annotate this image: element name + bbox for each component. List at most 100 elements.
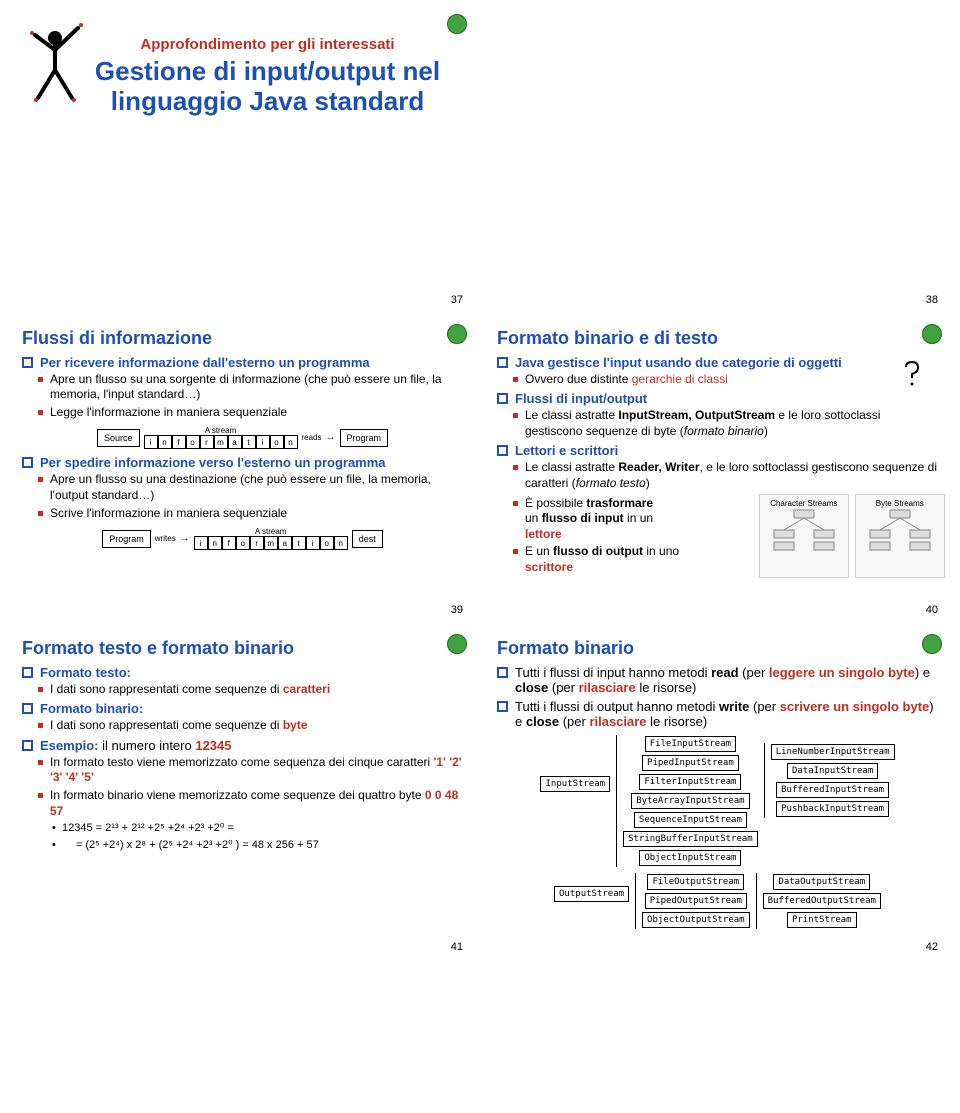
slide-38: 38 [485, 10, 950, 310]
class-box: BufferedInputStream [776, 782, 889, 798]
text: E un [525, 544, 553, 558]
green-dot-icon [447, 14, 467, 34]
letters-row: information [194, 536, 348, 550]
sub-bullet: Ovvero due distinte gerarchie di classi [497, 372, 938, 388]
text: le risorse) [636, 680, 697, 695]
text: Esempio: [40, 738, 102, 753]
bullet-formato-binario: Formato binario: [22, 701, 463, 716]
slide-37-red-title: Approfondimento per gli interessati [72, 36, 463, 53]
text-red: 12345 [195, 738, 231, 753]
text: I dati sono rappresentati come sequenze … [50, 682, 283, 696]
page-number: 41 [451, 941, 463, 953]
slide-40-title: Formato binario e di testo [497, 328, 938, 349]
text: Le classi astratte [525, 408, 618, 422]
text: il numero intero [102, 738, 195, 753]
filteroutput-subclasses: DataOutputStreamBufferedOutputStreamPrin… [756, 873, 881, 929]
class-box: ByteArrayInputStream [631, 793, 749, 809]
text: (per [739, 665, 769, 680]
slide-39-title: Flussi di informazione [22, 328, 463, 349]
fig-reads-label: reads [302, 433, 322, 442]
slide-42-title: Formato binario [497, 638, 938, 659]
text-red: byte [283, 718, 308, 732]
fig-source: Source [97, 429, 140, 447]
class-box: PipedOutputStream [645, 893, 747, 909]
green-dot-icon [447, 634, 467, 654]
fig-stream-label: A stream [205, 426, 237, 435]
class-inputstream: InputStream [540, 776, 610, 792]
slide-42: Formato binario Tutti i flussi di input … [485, 630, 950, 957]
text-red: scrivere un singolo byte [780, 699, 930, 714]
green-dot-icon [447, 324, 467, 344]
page-number: 38 [926, 294, 938, 306]
class-box: BufferedOutputStream [763, 893, 881, 909]
class-box: PrintStream [787, 912, 857, 928]
text-red: leggere un singolo byte [769, 665, 915, 680]
text: I dati sono rappresentati come sequenze … [50, 718, 283, 732]
bullet-formato-testo: Formato testo: [22, 665, 463, 680]
inputstream-subclasses: FileInputStreamPipedInputStreamFilterInp… [616, 735, 758, 867]
class-box: LineNumberInputStream [771, 744, 895, 760]
slide-37: Approfondimento per gli interessati Gest… [10, 10, 475, 310]
text-red: scrittore [525, 560, 573, 574]
char-streams-tree: Character Streams [759, 494, 849, 578]
text-red: rilasciare [579, 680, 636, 695]
green-dot-icon [922, 324, 942, 344]
sub-bullet: Scrive l'informazione in maniera sequenz… [22, 506, 463, 522]
slide-grid: Approfondimento per gli interessati Gest… [10, 10, 950, 957]
sub-bullet: È possibile trasformare un flusso di inp… [497, 496, 753, 543]
class-box: PipedInputStream [642, 755, 739, 771]
slide-39: Flussi di informazione Per ricevere info… [10, 320, 475, 620]
slide-41-title: Formato testo e formato binario [22, 638, 463, 659]
io-hierarchy-diagram: InputStream FileInputStreamPipedInputStr… [497, 735, 938, 867]
text-italic: formato binario [684, 424, 764, 438]
text: Ovvero due distinte [525, 372, 632, 386]
class-box: ObjectInputStream [639, 850, 741, 866]
text: ) [646, 476, 650, 490]
slide-41: Formato testo e formato binario Formato … [10, 630, 475, 957]
outputstream-subclasses: FileOutputStreamPipedOutputStreamObjectO… [635, 873, 750, 929]
class-box: SequenceInputStream [634, 812, 747, 828]
text-bold: trasformare [586, 496, 653, 510]
text: In formato testo viene memorizzato come … [50, 755, 434, 769]
tree-label: Character Streams [764, 499, 844, 509]
fig-program: Program [102, 530, 151, 548]
text: Le classi astratte [525, 460, 618, 474]
slide-40: Formato binario e di testo Java gestisce… [485, 320, 950, 620]
bullet-input-methods: Tutti i flussi di input hanno metodi rea… [497, 665, 938, 695]
sub-bullet: Apre un flusso su una destinazione (che … [22, 472, 463, 503]
sub-bullet: Legge l'informazione in maniera sequenzi… [22, 405, 463, 421]
byte-streams-tree: Byte Streams [855, 494, 945, 578]
text: ) [764, 424, 768, 438]
text: = (2⁵ +2⁴) x 2⁸ + (2⁵ +2⁴ +2³ +2⁰ ) = 48… [76, 839, 319, 851]
class-box: StringBufferInputStream [623, 831, 758, 847]
class-box: PushbackInputStream [776, 801, 889, 817]
letters-row: information [144, 435, 298, 449]
sub-bullet: Apre un flusso su una sorgente di inform… [22, 372, 463, 403]
sub-bullet: In formato binario viene memorizzato com… [22, 788, 463, 819]
bullet-esempio: Esempio: il numero intero 12345 [22, 738, 463, 753]
text-bold: close [526, 714, 559, 729]
sub-bullet: I dati sono rappresentati come sequenze … [22, 682, 463, 698]
fig-writes-label: writes [155, 534, 176, 543]
text-bold: InputStream, OutputStream [618, 408, 775, 422]
page-number: 37 [451, 294, 463, 306]
sub-bullet: I dati sono rappresentati come sequenze … [22, 718, 463, 734]
io-hierarchy-diagram-out: OutputStream FileOutputStreamPipedOutput… [497, 873, 938, 929]
page-number: 39 [451, 604, 463, 616]
text-bold: close [515, 680, 548, 695]
text: (per [548, 680, 578, 695]
transform-row: È possibile trasformare un flusso di inp… [497, 494, 938, 578]
text-red: gerarchie di classi [632, 372, 728, 386]
text: in uno [643, 544, 679, 558]
sub-bullet: Le classi astratte Reader, Writer, e le … [497, 460, 938, 491]
page-number: 40 [926, 604, 938, 616]
slide-37-blue-title: Gestione di input/output nel linguaggio … [72, 57, 463, 117]
filterinput-subclasses: LineNumberInputStream DataInputStream Buff… [764, 743, 895, 818]
page-number: 42 [926, 941, 938, 953]
text: Tutti i flussi di output hanno metodi [515, 699, 719, 714]
text: le risorse) [647, 714, 708, 729]
class-box: DataInputStream [787, 763, 878, 779]
class-box: ObjectOutputStream [642, 912, 750, 928]
bullet-send: Per spedire informazione verso l'esterno… [22, 455, 463, 470]
text: Tutti i flussi di input hanno metodi [515, 665, 711, 680]
